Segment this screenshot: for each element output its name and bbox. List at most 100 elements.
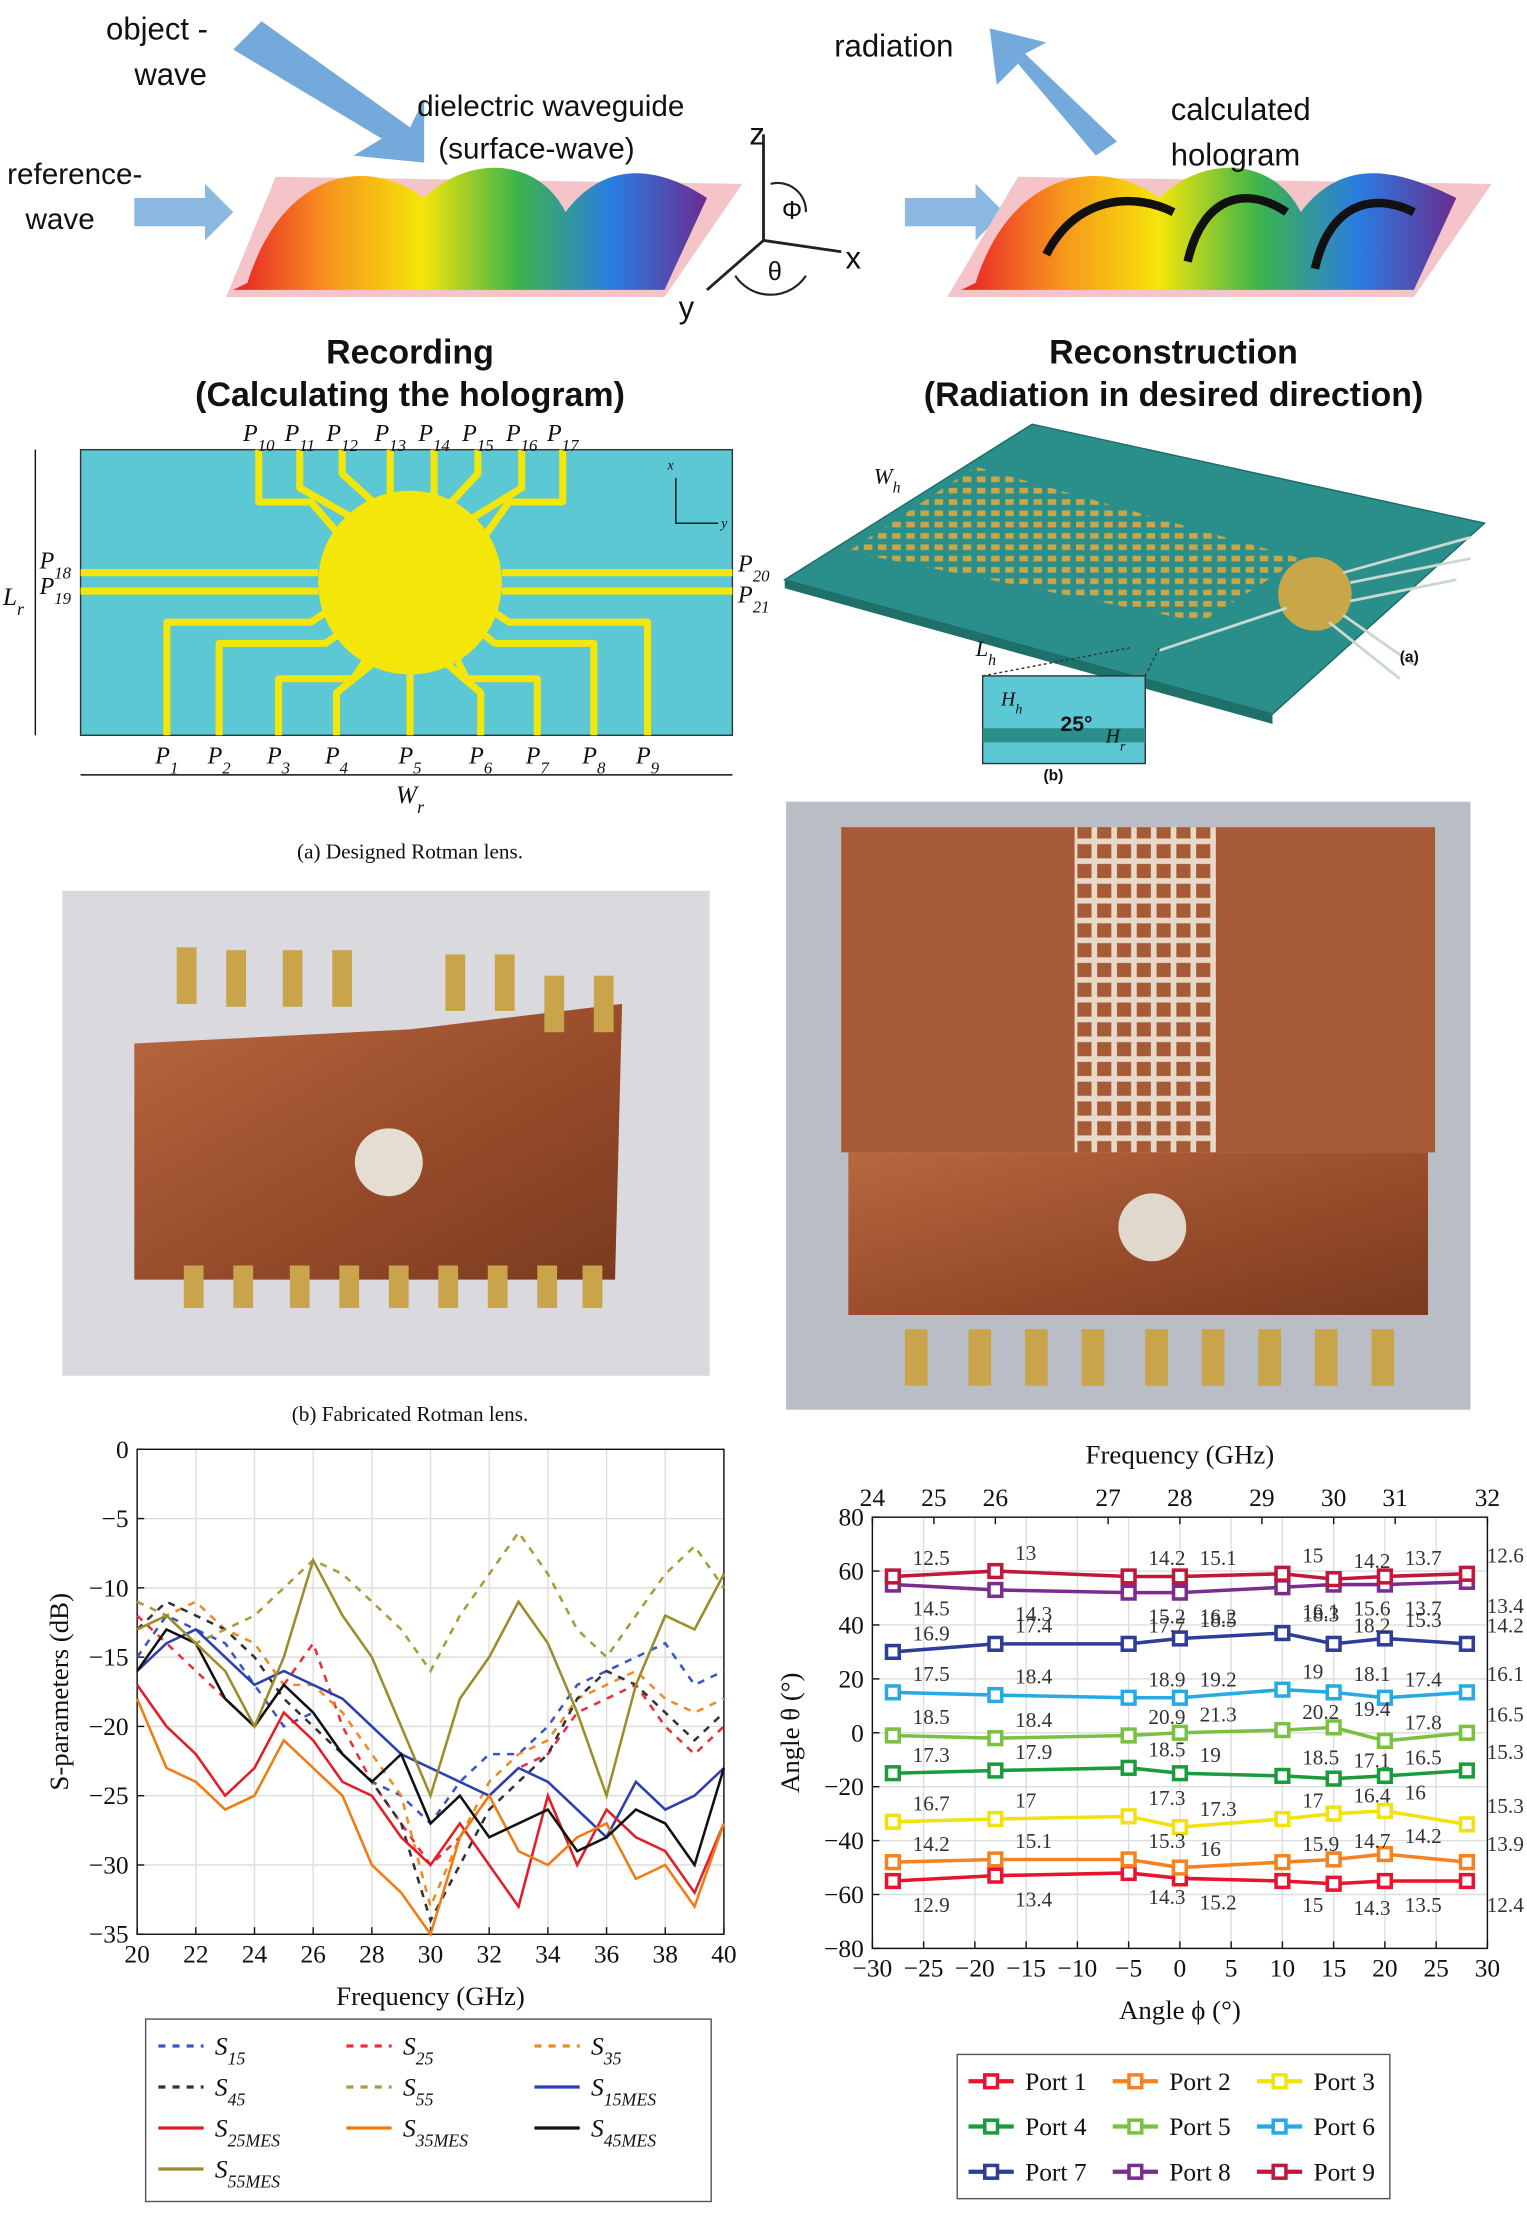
marker xyxy=(884,1727,902,1744)
marker xyxy=(1274,1721,1291,1739)
gain-label: 15.9 xyxy=(1302,1832,1339,1856)
y-tick-label: 60 xyxy=(838,1557,863,1586)
series-line xyxy=(892,1580,1467,1595)
port-label: P6 xyxy=(468,744,493,777)
label: object - xyxy=(106,12,208,47)
port-label: P12 xyxy=(325,421,358,455)
marker xyxy=(884,1872,902,1890)
gain-label: 13.4 xyxy=(1015,1888,1052,1912)
marker xyxy=(1376,1689,1394,1706)
marker xyxy=(1120,1851,1137,1868)
x-tick-label: −10 xyxy=(1057,1954,1097,1983)
series-line xyxy=(892,1631,1468,1654)
gain-label: 16.5 xyxy=(1487,1702,1524,1726)
marker xyxy=(884,1684,902,1701)
marker xyxy=(1120,1635,1137,1652)
x-tick-label: 38 xyxy=(653,1940,678,1969)
gain-label: 12.4 xyxy=(1487,1893,1524,1917)
legend-marker xyxy=(1271,2118,1288,2135)
legend-label: S25MES xyxy=(215,2113,280,2150)
x-tick-label: −30 xyxy=(852,1954,892,1983)
marker xyxy=(884,1813,902,1830)
x-tick-label: 36 xyxy=(594,1940,619,1969)
x-tick-label: 20 xyxy=(124,1940,149,1969)
marker xyxy=(1325,1805,1342,1822)
gain-label: 14.3 xyxy=(1148,1885,1185,1909)
marker xyxy=(1325,1635,1342,1652)
marker xyxy=(1376,1732,1394,1749)
gain-label: 14.2 xyxy=(1487,1614,1524,1638)
label: dielectric waveguide xyxy=(417,90,684,123)
marker xyxy=(1376,1630,1394,1647)
x-tick-label: −5 xyxy=(1115,1954,1142,1983)
legend-label: S35MES xyxy=(403,2113,468,2150)
port-label: P5 xyxy=(397,744,421,777)
label: x xyxy=(666,457,674,473)
gain-label: 18.9 xyxy=(1148,1667,1185,1691)
marker xyxy=(1120,1689,1137,1706)
legend-label: Port 5 xyxy=(1169,2112,1230,2141)
label: y xyxy=(719,515,728,531)
legend-label: Port 1 xyxy=(1025,2067,1086,2096)
x2-tick-label: 29 xyxy=(1249,1483,1274,1512)
port-label: P13 xyxy=(373,421,405,455)
marker xyxy=(1325,1770,1342,1787)
x2-tick-label: 31 xyxy=(1382,1483,1407,1512)
legend-label: S45 xyxy=(215,2072,246,2109)
gain-label: 17.3 xyxy=(913,1743,950,1767)
label: Lr xyxy=(2,582,24,619)
marker xyxy=(1458,1762,1476,1779)
legend-marker xyxy=(1127,2118,1144,2135)
marker xyxy=(1325,1875,1342,1892)
label: Wr xyxy=(396,780,424,817)
marker xyxy=(884,1854,902,1871)
marker xyxy=(987,1867,1004,1884)
marker xyxy=(1274,1854,1291,1871)
gain-label: 18.5 xyxy=(1302,1746,1339,1770)
port-label: P17 xyxy=(546,421,579,455)
legend-label: S55 xyxy=(403,2072,434,2109)
marker xyxy=(1120,1568,1137,1585)
series-line xyxy=(136,1684,726,1910)
port-label: P9 xyxy=(635,744,660,777)
gain-label: 17.9 xyxy=(1015,1740,1052,1764)
x-tick-label: 0 xyxy=(1174,1954,1187,1983)
marker xyxy=(1458,1684,1476,1701)
x-tick-label: 24 xyxy=(242,1940,268,1969)
marker xyxy=(1274,1565,1291,1582)
gain-label: 14.2 xyxy=(1353,1549,1390,1573)
series-line xyxy=(136,1627,726,1868)
gain-label: 18.2 xyxy=(1353,1614,1390,1638)
label: (surface-wave) xyxy=(438,132,634,165)
port-label: P19 xyxy=(39,574,72,608)
x-tick-label: 34 xyxy=(535,1940,561,1969)
gain-label: 16.2 xyxy=(1200,1605,1237,1629)
legend-label: Port 2 xyxy=(1169,2067,1230,2096)
port-label: P1 xyxy=(154,744,178,777)
gain-label: 12.5 xyxy=(913,1546,950,1570)
y-tick-label: −25 xyxy=(89,1781,129,1810)
marker xyxy=(1171,1818,1189,1836)
gain-label: 13.7 xyxy=(1405,1597,1442,1621)
gain-label: 15 xyxy=(1302,1543,1323,1567)
label: x xyxy=(846,241,862,276)
marker xyxy=(1120,1808,1137,1825)
photo-antenna xyxy=(786,801,1471,1410)
port-label: P4 xyxy=(324,744,349,777)
series-line xyxy=(892,1809,1468,1829)
marker xyxy=(884,1568,902,1585)
gain-label: 14.5 xyxy=(913,1597,950,1621)
marker xyxy=(1171,1859,1189,1876)
legend-marker xyxy=(1271,2073,1288,2090)
marker xyxy=(987,1730,1004,1747)
series-line xyxy=(136,1556,726,1801)
marker xyxy=(1274,1681,1291,1698)
gain-label: 17.3 xyxy=(1148,1786,1185,1810)
gain-label: 15 xyxy=(1302,1893,1323,1917)
gain-label: 19 xyxy=(1200,1743,1221,1767)
marker xyxy=(1120,1727,1137,1744)
label: Hh xyxy=(1000,689,1022,717)
gain-label: 17.7 xyxy=(1148,1614,1185,1638)
marker xyxy=(1376,1872,1394,1890)
